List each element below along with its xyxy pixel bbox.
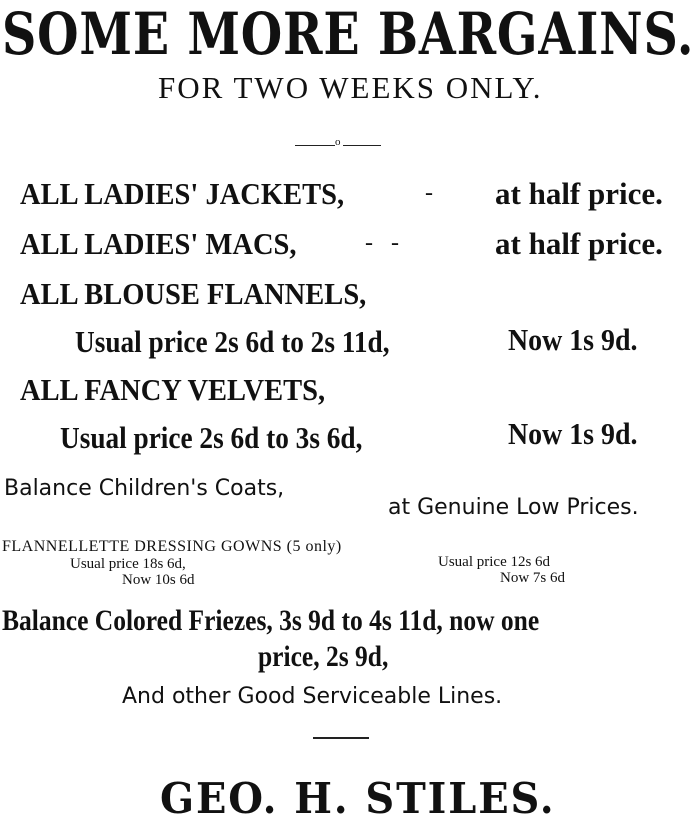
item-usual: Usual price 2s 6d to 3s 6d, [60, 420, 363, 455]
item-price: at half price. [495, 176, 663, 211]
coats-price: at Genuine Low Prices. [388, 495, 639, 520]
item-name: ALL LADIES' JACKETS, [20, 176, 345, 211]
item-name: ALL FANCY VELVETS, [20, 372, 326, 407]
friezes-line1: Balance Colored Friezes, 3s 9d to 4s 11d… [2, 604, 540, 637]
divider-right [343, 145, 381, 146]
item-name: ALL BLOUSE FLANNELS, [20, 276, 367, 311]
divider-bottom [313, 737, 369, 739]
divider-mark: o [335, 136, 341, 148]
item-price: Now 1s 9d. [508, 416, 638, 451]
other-lines: And other Good Serviceable Lines. [122, 684, 503, 709]
merchant-name: GEO. H. STILES. [160, 774, 556, 821]
item-name: ALL LADIES' MACS, [20, 226, 297, 261]
item-dash: - [425, 180, 433, 206]
subhead: FOR TWO WEEKS ONLY. [158, 70, 543, 105]
gowns-right-now: Now 7s 6d [500, 570, 566, 586]
item-usual: Usual price 2s 6d to 2s 11d, [75, 324, 390, 359]
gowns-title: FLANNELLETTE DRESSING GOWNS (5 only) [2, 538, 342, 555]
coats-name: Balance Children's Coats, [4, 476, 285, 501]
gowns-right-usual: Usual price 12s 6d [438, 554, 551, 570]
item-dash: - - [365, 230, 399, 256]
friezes-line2: price, 2s 9d, [258, 640, 389, 673]
item-price: at half price. [495, 226, 663, 261]
headline: SOME MORE BARGAINS. [2, 0, 695, 68]
item-price: Now 1s 9d. [508, 322, 638, 357]
gowns-left-usual: Usual price 18s 6d, [70, 556, 186, 572]
divider-left [295, 145, 335, 146]
gowns-left-now: Now 10s 6d [122, 572, 195, 588]
